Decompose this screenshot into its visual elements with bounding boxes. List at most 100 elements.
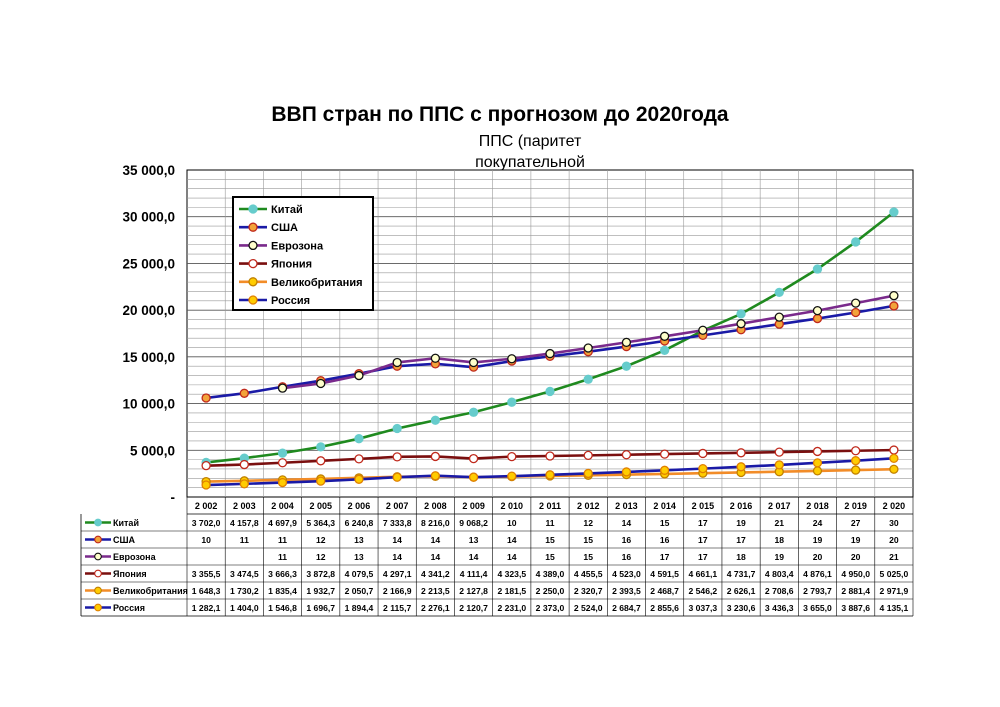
legend-label: Китай bbox=[271, 204, 303, 216]
table-cell: 19 bbox=[774, 552, 784, 562]
table-cell: 15 bbox=[545, 535, 555, 545]
table-cell: 11 bbox=[545, 518, 554, 528]
table-cell: 1 696,7 bbox=[306, 603, 335, 613]
table-cell: 3 355,5 bbox=[192, 569, 221, 579]
table-cell: 20 bbox=[813, 552, 823, 562]
x-tick-label: 2 010 bbox=[501, 501, 524, 511]
table-cell: 17 bbox=[698, 518, 708, 528]
data-point bbox=[583, 343, 593, 353]
data-point bbox=[392, 472, 402, 482]
x-tick-label: 2 017 bbox=[768, 501, 791, 511]
x-tick-label: 2 009 bbox=[462, 501, 485, 511]
table-cell: 4 803,4 bbox=[765, 569, 794, 579]
data-point bbox=[583, 468, 593, 479]
data-point bbox=[545, 348, 555, 359]
table-cell: 12 bbox=[316, 552, 326, 562]
table-cell: 4 523,0 bbox=[612, 569, 641, 579]
table-row-swatch-marker bbox=[94, 535, 102, 544]
table-cell: 2 524,0 bbox=[574, 603, 603, 613]
table-cell: 2 468,7 bbox=[650, 586, 679, 596]
data-point bbox=[583, 450, 593, 461]
table-cell: 17 bbox=[698, 535, 708, 545]
table-row-label: Еврозона bbox=[113, 552, 157, 562]
data-point bbox=[507, 397, 517, 407]
data-point bbox=[354, 454, 364, 464]
table-cell: 2 115,7 bbox=[383, 603, 411, 613]
data-point bbox=[736, 448, 746, 458]
legend-swatch-marker bbox=[248, 240, 258, 251]
y-tick-label: 20 000,0 bbox=[122, 303, 175, 318]
x-tick-label: 2 016 bbox=[730, 501, 753, 511]
table-cell: 1 282,1 bbox=[192, 603, 221, 613]
x-tick-label: 2 008 bbox=[424, 501, 447, 511]
legend-swatch-marker bbox=[248, 222, 258, 232]
data-point bbox=[239, 459, 249, 470]
table-cell: 2 120,7 bbox=[459, 603, 488, 613]
table-cell: 17 bbox=[698, 552, 708, 562]
data-point bbox=[430, 353, 441, 363]
data-point bbox=[889, 464, 899, 474]
table-cell: 24 bbox=[813, 518, 823, 528]
data-point bbox=[889, 207, 899, 217]
table-cell: 21 bbox=[774, 518, 784, 528]
y-tick-label: 10 000,0 bbox=[122, 397, 175, 412]
table-cell: 14 bbox=[392, 535, 402, 545]
y-tick-label: 25 000,0 bbox=[122, 256, 175, 271]
table-cell: 14 bbox=[507, 552, 517, 562]
x-tick-label: 2 013 bbox=[615, 501, 638, 511]
y-tick-label: - bbox=[171, 490, 176, 505]
table-cell: 2 393,5 bbox=[612, 586, 641, 596]
x-tick-label: 2 020 bbox=[883, 501, 906, 511]
table-cell: 14 bbox=[431, 552, 441, 562]
data-point bbox=[201, 393, 211, 403]
data-point bbox=[659, 449, 670, 459]
data-point bbox=[468, 407, 479, 417]
table-cell: 3 872,8 bbox=[306, 569, 335, 579]
table-cell: 14 bbox=[392, 552, 402, 562]
x-tick-label: 2 002 bbox=[195, 501, 218, 511]
legend-label: Еврозона bbox=[271, 240, 324, 252]
table-cell: 2 181,5 bbox=[497, 586, 526, 596]
table-cell: 19 bbox=[813, 535, 823, 545]
table-cell: 3 666,3 bbox=[268, 569, 297, 579]
table-cell: 14 bbox=[431, 535, 441, 545]
data-point bbox=[316, 476, 326, 486]
table-row-swatch-marker bbox=[94, 603, 102, 612]
data-point bbox=[430, 471, 441, 481]
table-cell: 2 231,0 bbox=[497, 603, 526, 613]
data-point bbox=[354, 434, 364, 444]
table-cell: 19 bbox=[736, 518, 746, 528]
table-cell: 20 bbox=[851, 552, 861, 562]
data-point bbox=[430, 415, 441, 425]
x-tick-label: 2 018 bbox=[806, 501, 829, 511]
data-point bbox=[774, 447, 784, 457]
data-point bbox=[774, 460, 784, 470]
table-cell: 2 626,1 bbox=[727, 586, 756, 596]
x-tick-label: 2 007 bbox=[386, 501, 409, 511]
table-cell: 17 bbox=[736, 535, 746, 545]
data-point bbox=[468, 453, 479, 464]
table-cell: 4 079,5 bbox=[345, 569, 374, 579]
y-tick-label: 35 000,0 bbox=[122, 163, 175, 178]
table-cell: 2 971,9 bbox=[880, 586, 909, 596]
table-row-label: Россия bbox=[113, 603, 145, 613]
legend-swatch-marker bbox=[248, 204, 258, 214]
legend-swatch-marker bbox=[248, 277, 258, 287]
table-cell: 4 297,1 bbox=[383, 569, 412, 579]
table-row-swatch-marker bbox=[94, 586, 102, 595]
data-point bbox=[468, 357, 479, 368]
table-cell: 2 684,7 bbox=[612, 603, 641, 613]
legend-label: Япония bbox=[271, 259, 312, 271]
table-cell: 4 950,0 bbox=[841, 569, 870, 579]
y-tick-label: 15 000,0 bbox=[122, 350, 175, 365]
table-cell: 7 333,8 bbox=[383, 518, 412, 528]
table-cell: 4 661,1 bbox=[688, 569, 717, 579]
table-cell: 5 364,3 bbox=[306, 518, 335, 528]
x-tick-label: 2 015 bbox=[692, 501, 715, 511]
table-cell: 2 708,6 bbox=[765, 586, 794, 596]
table-cell: 11 bbox=[278, 552, 287, 562]
data-point bbox=[468, 472, 479, 482]
table-row-swatch-marker bbox=[94, 552, 102, 561]
data-point bbox=[277, 477, 288, 488]
legend-label: США bbox=[271, 222, 298, 234]
